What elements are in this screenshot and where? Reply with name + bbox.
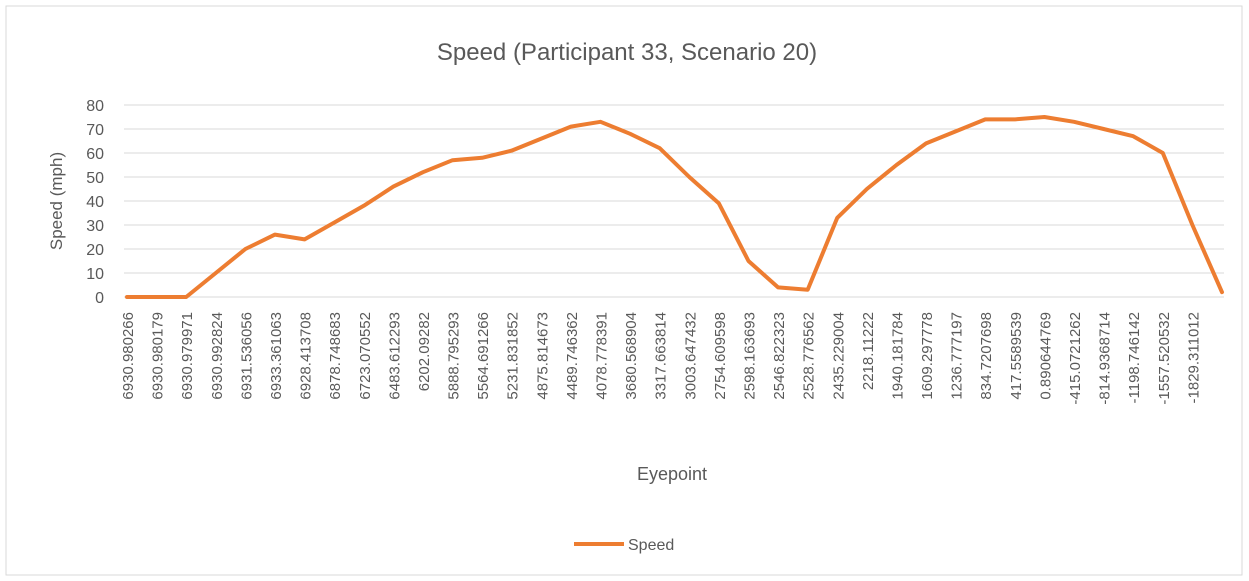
x-tick-label: 417.5589539 [1008, 312, 1025, 400]
x-tick-label: 6930.980179 [150, 312, 167, 400]
y-tick-label: 30 [86, 218, 104, 235]
x-tick-label: 6930.980266 [120, 312, 137, 400]
x-tick-label: 2754.609598 [712, 312, 729, 400]
x-tick-label: 2218.11222 [860, 312, 877, 390]
y-tick-label: 50 [86, 170, 104, 187]
x-tick-label: 6933.361063 [268, 312, 285, 400]
x-tick-label: 6483.612293 [386, 312, 403, 400]
x-tick-label: 2528.776562 [801, 312, 818, 400]
x-tick-label: 4875.814673 [534, 312, 551, 400]
x-tick-label: 3317.663814 [653, 312, 670, 400]
x-tick-label: 1236.777197 [949, 312, 966, 400]
x-tick-label: -1557.520532 [1156, 312, 1173, 405]
x-tick-label: 6723.070552 [357, 312, 374, 400]
x-tick-label: 4078.778391 [594, 312, 611, 400]
x-tick-label: 0.890644769 [1037, 312, 1054, 400]
legend: Speed [574, 537, 674, 554]
x-tick-label: -415.0721262 [1067, 312, 1084, 405]
x-tick-label: -1829.311012 [1185, 312, 1202, 403]
x-tick-label: 2598.163693 [741, 312, 758, 400]
x-tick-label: 6928.413708 [298, 312, 315, 400]
chart-title: Speed (Participant 33, Scenario 20) [437, 39, 817, 66]
line-series [125, 115, 1224, 299]
y-tick-label: 70 [86, 122, 104, 139]
x-tick-label: 6931.536056 [238, 312, 255, 400]
x-tick-label: 5564.691266 [475, 312, 492, 400]
x-tick-label: 3003.647432 [682, 312, 699, 400]
y-tick-label: 0 [95, 290, 104, 307]
x-tick-label: 1940.181784 [889, 312, 906, 400]
x-tick-label: 3680.568904 [623, 312, 640, 400]
y-axis-title: Speed (mph) [47, 152, 66, 250]
x-tick-label: 6878.748683 [327, 312, 344, 400]
x-tick-label: -1198.746142 [1126, 312, 1143, 403]
x-tick-label: -814.9368714 [1097, 312, 1114, 405]
y-tick-label: 10 [86, 266, 104, 283]
y-tick-label: 60 [86, 146, 104, 163]
x-tick-label: 834.7207698 [978, 312, 995, 400]
x-tick-label: 5231.831852 [505, 312, 522, 400]
y-tick-label: 20 [86, 242, 104, 259]
y-tick-label: 40 [86, 194, 104, 211]
x-tick-label: 2435.229004 [830, 312, 847, 400]
x-tick-label: 6930.979971 [179, 312, 196, 400]
x-tick-label: 6202.09282 [416, 312, 433, 391]
y-tick-label: 80 [86, 98, 104, 115]
x-tick-label: 4489.746362 [564, 312, 581, 400]
x-tick-label: 1609.297778 [919, 312, 936, 400]
x-tick-label: 2546.822323 [771, 312, 788, 400]
x-tick-label: 5888.795293 [446, 312, 463, 400]
x-axis-title: Eyepoint [637, 464, 707, 484]
chart-frame [5, 5, 1243, 576]
legend-label: Speed [628, 537, 674, 554]
x-tick-label: 6930.992824 [209, 312, 226, 400]
